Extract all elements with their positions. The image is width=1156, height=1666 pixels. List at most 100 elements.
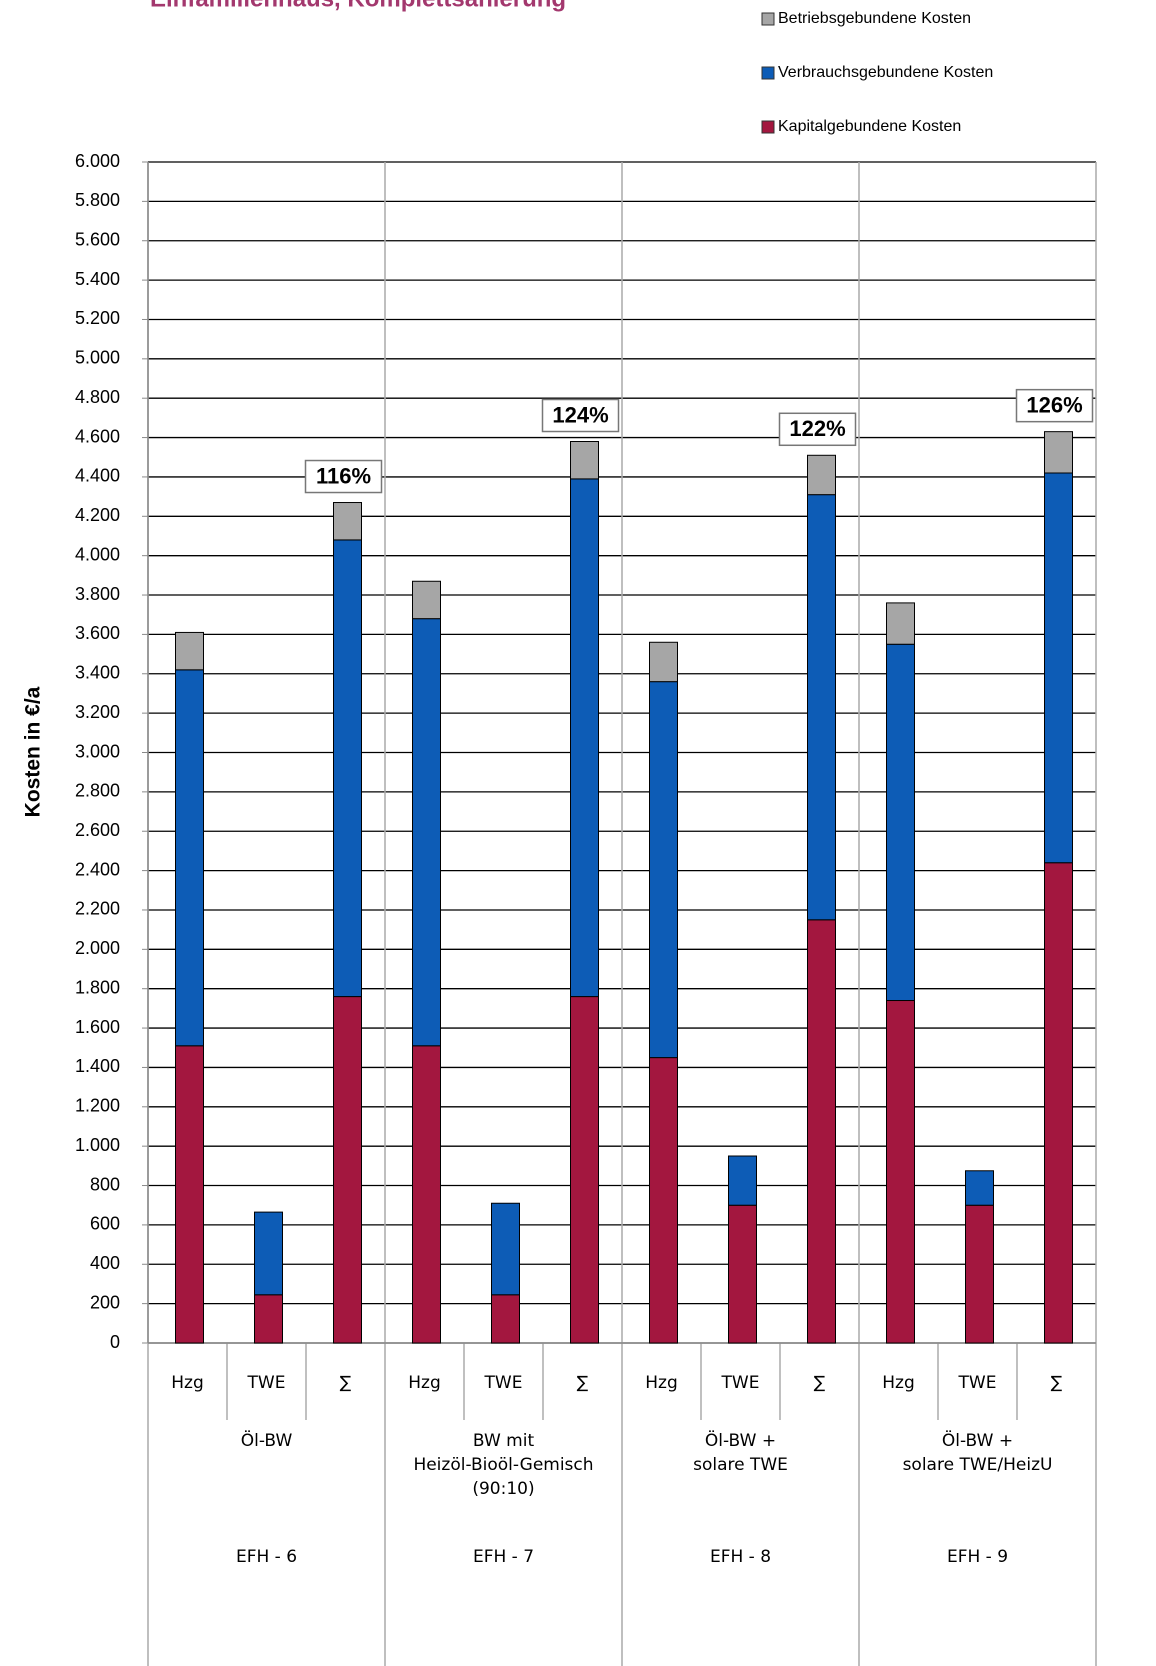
annotation: 124% bbox=[552, 402, 608, 427]
y-tick-label: 1.800 bbox=[75, 977, 120, 997]
bar-segment bbox=[807, 919, 836, 1344]
bar-segment bbox=[807, 454, 836, 496]
annotation-box bbox=[1015, 388, 1094, 423]
bar-segment bbox=[491, 1202, 520, 1296]
y-tick-label: 4.000 bbox=[75, 544, 120, 564]
y-tick-label: 200 bbox=[90, 1292, 120, 1312]
bar-segment bbox=[570, 996, 599, 1344]
bar-segment bbox=[333, 996, 362, 1344]
y-tick-label: 4.800 bbox=[75, 387, 120, 407]
x-tick-label: Hzg bbox=[882, 1373, 915, 1393]
group-label: Öl-BW + bbox=[705, 1429, 776, 1451]
y-tick-label: 2.400 bbox=[75, 859, 120, 879]
bar-segment bbox=[570, 441, 599, 480]
group-label: Öl-BW bbox=[241, 1429, 293, 1451]
bar-segment bbox=[965, 1204, 994, 1344]
y-tick-label: 400 bbox=[90, 1253, 120, 1273]
annotation-box bbox=[778, 412, 857, 447]
y-tick-label: 3.200 bbox=[75, 702, 120, 722]
legend-label: Kapitalgebundene Kosten bbox=[778, 118, 961, 135]
group-label: (90:10) bbox=[472, 1479, 534, 1499]
y-tick-label: 5.600 bbox=[75, 229, 120, 249]
bar-segment bbox=[175, 631, 204, 671]
group-label: solare TWE/HeizU bbox=[903, 1455, 1053, 1475]
bar-segment bbox=[175, 669, 204, 1047]
legend-swatch bbox=[761, 66, 775, 80]
x-tick-label: TWE bbox=[484, 1373, 523, 1393]
y-tick-label: 4.600 bbox=[75, 426, 120, 446]
y-tick-label: 5.000 bbox=[75, 348, 120, 368]
x-tick-label: TWE bbox=[247, 1373, 286, 1393]
y-tick-label: 5.800 bbox=[75, 190, 120, 210]
y-axis-label: Kosten in €/a bbox=[22, 686, 45, 817]
legend-swatch bbox=[761, 120, 775, 134]
x-tick-label: Hzg bbox=[645, 1373, 678, 1393]
bar-segment bbox=[491, 1294, 520, 1344]
y-tick-label: 2.600 bbox=[75, 820, 120, 840]
x-tick-label: ∑ bbox=[1051, 1373, 1063, 1393]
group-label: Heizöl-Bioöl-Gemisch bbox=[413, 1455, 593, 1475]
legend-label: Verbrauchsgebundene Kosten bbox=[778, 64, 993, 81]
y-tick-label: 2.200 bbox=[75, 899, 120, 919]
chart-title: Einfamilienhaus, Komplettsanierung bbox=[150, 0, 566, 12]
x-tick-label: ∑ bbox=[577, 1373, 589, 1393]
legend-label: Betriebsgebundene Kosten bbox=[778, 10, 971, 27]
group-code: EFH - 6 bbox=[236, 1547, 297, 1567]
legend-swatch bbox=[761, 12, 775, 26]
bar-segment bbox=[175, 1045, 204, 1344]
y-tick-label: 800 bbox=[90, 1174, 120, 1194]
bar-segment bbox=[965, 1170, 994, 1206]
bar-segment bbox=[649, 641, 678, 683]
y-tick-label: 0 bbox=[110, 1332, 120, 1352]
bar-segment bbox=[886, 643, 915, 1002]
bar-segment bbox=[728, 1155, 757, 1206]
y-tick-label: 3.600 bbox=[75, 623, 120, 643]
y-tick-label: 6.000 bbox=[75, 151, 120, 171]
bar-segment bbox=[333, 502, 362, 541]
x-tick-label: ∑ bbox=[814, 1373, 826, 1393]
y-tick-label: 3.800 bbox=[75, 584, 120, 604]
bar-segment bbox=[728, 1204, 757, 1344]
y-tick-label: 1.000 bbox=[75, 1135, 120, 1155]
y-tick-label: 4.400 bbox=[75, 466, 120, 486]
group-label: BW mit bbox=[473, 1431, 535, 1451]
bar-segment bbox=[412, 618, 441, 1047]
bar-segment bbox=[1044, 862, 1073, 1344]
y-tick-label: 1.400 bbox=[75, 1056, 120, 1076]
group-code: EFH - 8 bbox=[710, 1547, 771, 1567]
x-tick-label: Hzg bbox=[171, 1373, 204, 1393]
group-code: EFH - 7 bbox=[473, 1547, 534, 1567]
y-tick-label: 3.000 bbox=[75, 741, 120, 761]
annotation: 116% bbox=[316, 463, 371, 488]
annotation-box bbox=[541, 398, 620, 433]
y-tick-label: 2.800 bbox=[75, 781, 120, 801]
annotation: 122% bbox=[789, 416, 845, 441]
y-tick-label: 600 bbox=[90, 1214, 120, 1234]
bar-segment bbox=[570, 478, 599, 998]
bar-segment bbox=[649, 681, 678, 1059]
annotation-box bbox=[304, 459, 383, 494]
bar-segment bbox=[886, 1000, 915, 1344]
bar-segment bbox=[807, 494, 836, 921]
bar-segment bbox=[254, 1294, 283, 1344]
x-tick-label: TWE bbox=[958, 1373, 997, 1393]
y-tick-label: 3.400 bbox=[75, 663, 120, 683]
group-label: solare TWE bbox=[693, 1455, 788, 1475]
group-label: Öl-BW + bbox=[942, 1429, 1013, 1451]
bar-segment bbox=[333, 539, 362, 998]
group-code: EFH - 9 bbox=[947, 1547, 1008, 1567]
bar-segment bbox=[412, 580, 441, 620]
y-tick-label: 1.600 bbox=[75, 1017, 120, 1037]
bar-segment bbox=[412, 1045, 441, 1344]
bar-segment bbox=[1044, 431, 1073, 474]
bar-segment bbox=[886, 602, 915, 645]
y-tick-label: 4.200 bbox=[75, 505, 120, 525]
annotation: 126% bbox=[1026, 392, 1082, 417]
y-tick-label: 5.400 bbox=[75, 269, 120, 289]
y-tick-label: 5.200 bbox=[75, 308, 120, 328]
bar-segment bbox=[1044, 472, 1073, 864]
y-tick-label: 2.000 bbox=[75, 938, 120, 958]
bar-segment bbox=[254, 1211, 283, 1296]
x-tick-label: Hzg bbox=[408, 1373, 441, 1393]
